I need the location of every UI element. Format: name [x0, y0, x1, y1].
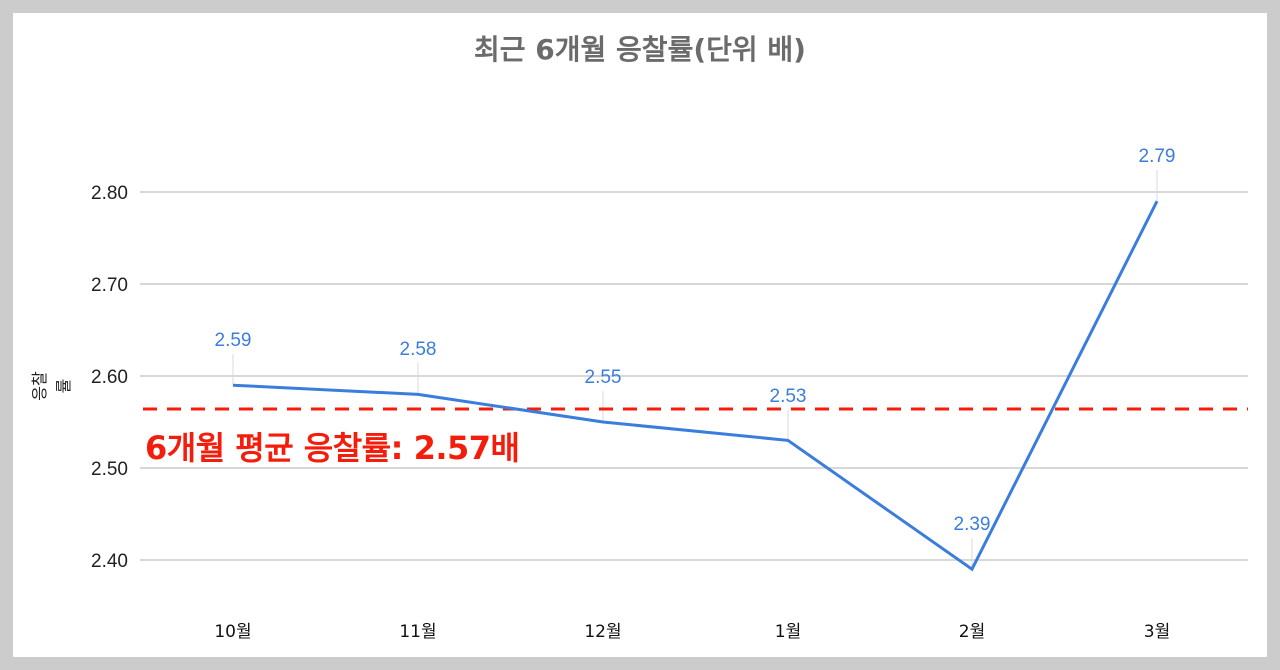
- data-label: 2.59: [215, 330, 252, 351]
- x-tick-label: 11월: [399, 622, 436, 642]
- data-label: 2.79: [1139, 146, 1176, 167]
- data-label: 2.39: [954, 514, 991, 535]
- chart-title: 최근 6개월 응찰률(단위 배): [474, 33, 806, 66]
- x-tick-label: 3월: [1144, 622, 1170, 642]
- x-tick-label: 12월: [584, 622, 621, 642]
- series-line: [232, 200, 1159, 572]
- x-tick-label: 10월: [214, 622, 251, 642]
- chart-panel: [13, 13, 1267, 657]
- y-tick-label: 2.80: [91, 183, 128, 204]
- y-tick-label: 2.70: [91, 275, 128, 296]
- x-tick-label: 1월: [775, 622, 801, 642]
- x-tick-label: 2월: [959, 622, 985, 642]
- y-tick-label: 2.40: [91, 551, 128, 572]
- y-tick-label: 2.50: [91, 459, 128, 480]
- average-annotation: 6개월 평균 응찰률: 2.57배: [145, 429, 520, 467]
- y-tick-label: 2.60: [91, 367, 128, 388]
- data-label: 2.58: [400, 339, 437, 360]
- data-label: 2.55: [585, 367, 622, 388]
- data-label: 2.53: [770, 386, 807, 407]
